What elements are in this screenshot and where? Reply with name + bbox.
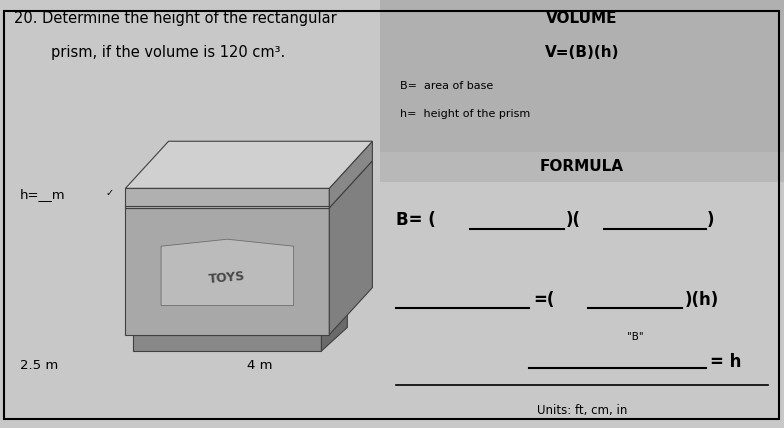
Text: VOLUME: VOLUME <box>546 11 618 26</box>
Text: V=(B)(h): V=(B)(h) <box>545 45 619 60</box>
Text: prism, if the volume is 120 cm³.: prism, if the volume is 120 cm³. <box>51 45 285 60</box>
Polygon shape <box>125 188 329 208</box>
Bar <box>380 0 784 163</box>
Text: B= (: B= ( <box>396 211 436 229</box>
Text: B=  area of base: B= area of base <box>400 81 493 91</box>
Text: "B": "B" <box>626 332 644 342</box>
Text: 2.5 m: 2.5 m <box>20 360 58 372</box>
Polygon shape <box>125 141 372 188</box>
Text: 20. Determine the height of the rectangular: 20. Determine the height of the rectangu… <box>14 11 337 26</box>
Polygon shape <box>329 161 372 335</box>
Polygon shape <box>133 335 321 351</box>
Polygon shape <box>321 311 347 351</box>
Text: =(: =( <box>533 291 554 309</box>
Polygon shape <box>162 239 294 306</box>
Polygon shape <box>125 208 329 335</box>
Text: )(: )( <box>566 211 581 229</box>
Text: h=__m: h=__m <box>20 188 65 201</box>
Polygon shape <box>329 141 372 208</box>
Text: TOYS: TOYS <box>209 270 246 285</box>
Bar <box>380 0 784 428</box>
Text: 4 m: 4 m <box>247 360 273 372</box>
Text: Units: ft, cm, in: Units: ft, cm, in <box>537 404 627 417</box>
Text: ): ) <box>707 211 715 229</box>
Text: = h: = h <box>710 353 741 371</box>
Text: ✓: ✓ <box>106 188 114 199</box>
Bar <box>380 152 784 182</box>
Text: FORMULA: FORMULA <box>540 159 624 175</box>
Text: )(h): )(h) <box>684 291 719 309</box>
Text: h=  height of the prism: h= height of the prism <box>400 109 530 119</box>
